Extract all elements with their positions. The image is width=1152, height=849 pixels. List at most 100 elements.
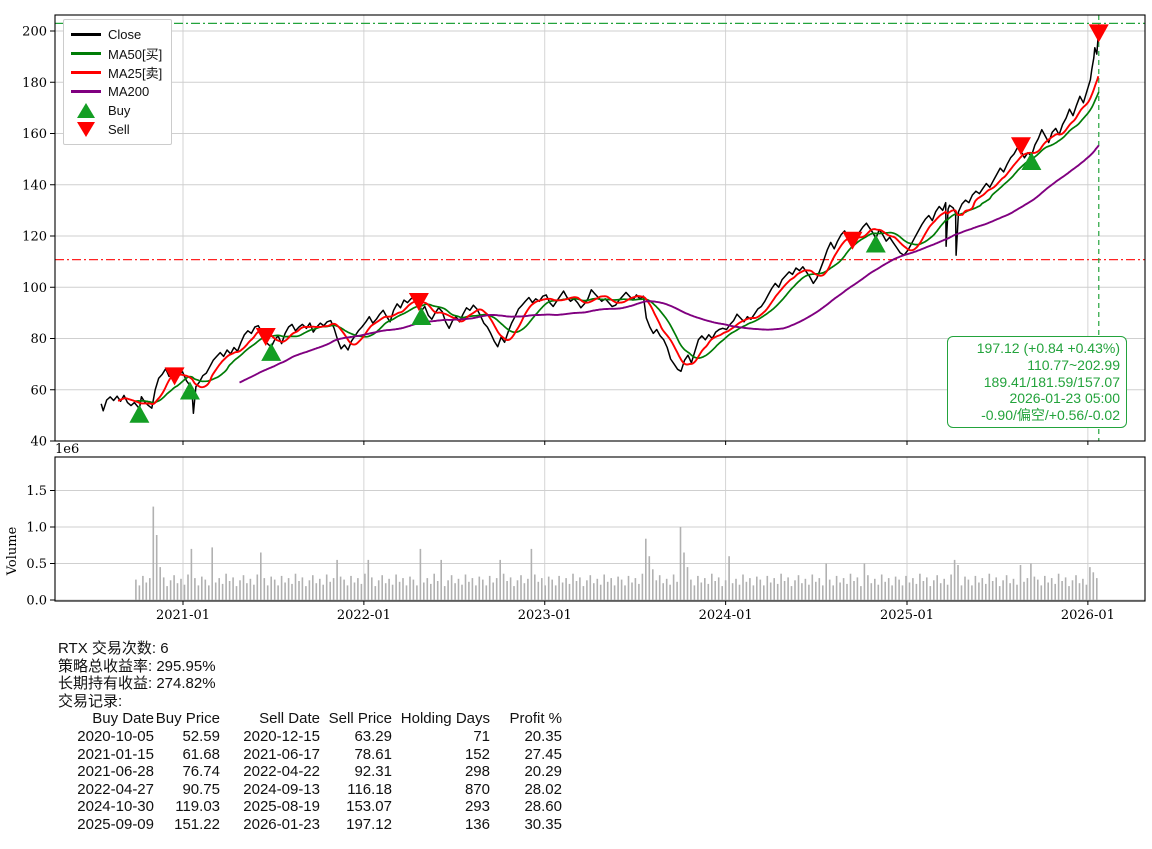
sell-triangle-icon <box>71 122 101 137</box>
volume-panel-border <box>54 456 1146 602</box>
volume-bar <box>412 579 415 600</box>
volume-bar <box>776 583 779 600</box>
volume-bar <box>509 577 512 600</box>
volume-bar <box>478 576 481 600</box>
trade-cell: 116.18 <box>347 780 392 798</box>
volume-bar <box>214 582 217 600</box>
volume-bar <box>582 586 585 600</box>
volume-bar <box>339 576 342 600</box>
y-tick-label: 200 <box>22 25 47 40</box>
volume-bar <box>377 580 380 600</box>
col-sell-date: Sell Date <box>259 710 320 728</box>
trade-cell: 136 <box>464 815 490 833</box>
price-panel-border <box>54 14 1146 442</box>
volume-bar <box>794 580 796 600</box>
trade-row: 2021-01-15 61.68 2021-06-17 78.61 152 27.45 <box>58 746 562 764</box>
volume-bar <box>579 577 581 600</box>
volume-bar <box>599 584 602 600</box>
legend-item-ma200: MA200 <box>71 82 162 101</box>
volume-bar <box>239 580 241 600</box>
volume-bar <box>277 585 279 600</box>
col-sell-price: Sell Price <box>328 710 392 728</box>
volume-bar <box>1075 575 1077 600</box>
volume-bar <box>766 575 769 600</box>
volume-bar <box>516 580 519 600</box>
volume-bar <box>808 584 810 600</box>
volume-bar <box>738 584 741 600</box>
volume-bar <box>606 581 609 601</box>
trade-cell: 2021-01-15 <box>77 745 154 763</box>
volume-bar <box>658 575 661 600</box>
volume-bar <box>155 535 158 600</box>
buy-marker <box>411 306 432 325</box>
volume-bar <box>162 577 165 600</box>
volume-bar <box>936 575 938 600</box>
volume-bar <box>357 578 359 600</box>
trade-cell: 2022-04-22 <box>243 763 320 781</box>
trade-cell: 28.02 <box>524 780 562 798</box>
volume-tick-label: 1.0 <box>26 521 47 536</box>
volume-bar <box>291 583 293 600</box>
volume-bar <box>575 581 578 600</box>
volume-bar <box>717 577 720 600</box>
volume-bar <box>704 578 706 600</box>
volume-bar <box>943 578 945 600</box>
trade-cell: 298 <box>464 763 490 781</box>
volume-bar <box>260 552 262 600</box>
legend-label: MA200 <box>108 84 150 99</box>
trade-cell: 92.31 <box>354 763 392 781</box>
volume-bar <box>690 579 692 600</box>
buy-marker <box>179 381 200 400</box>
volume-tick-label: 1.5 <box>26 484 47 499</box>
volume-bar <box>551 579 553 600</box>
volume-bar <box>433 573 435 600</box>
volume-bar <box>1078 583 1081 600</box>
trade-cell: 2021-06-28 <box>77 763 154 781</box>
volume-bar <box>273 579 276 600</box>
volume-bar <box>176 583 179 600</box>
volume-bar <box>842 578 845 600</box>
volume-bar <box>953 559 956 600</box>
volume-bar <box>825 563 827 600</box>
volume-bar <box>523 583 526 600</box>
volume-bar <box>235 586 238 600</box>
volume-bar <box>749 578 751 600</box>
axes: 40 60 80 100 120 140 160 180 200 0.0 0.5 1.0 1.5 2021… <box>5 14 1146 623</box>
legend-label: Buy <box>108 103 131 118</box>
volume-bar <box>856 577 859 600</box>
volume-bar <box>266 585 269 600</box>
volume-bar <box>502 573 505 600</box>
volume-bar <box>1089 567 1091 600</box>
volume-bar <box>1082 578 1084 600</box>
volume-bar <box>957 565 959 600</box>
buy-marker <box>865 234 886 253</box>
trade-row: 2020-10-05 52.59 2020-12-15 63.29 71 20.35 <box>58 728 562 746</box>
ma200-line <box>239 144 1100 384</box>
volume-bar <box>735 578 737 600</box>
volume-bar <box>822 585 824 600</box>
volume-bar <box>707 583 710 600</box>
volume-bar <box>742 574 744 600</box>
volume-bar <box>638 583 640 600</box>
volume-bar <box>468 581 470 601</box>
trade-count-line: RTX 交易次数: 6 <box>58 640 169 657</box>
volume-bar <box>426 578 429 600</box>
volume-bar <box>641 573 644 600</box>
volume-bar <box>270 576 272 600</box>
volume-bar <box>312 575 314 600</box>
volume-bar <box>572 573 574 600</box>
volume-bar <box>693 585 696 600</box>
trade-cell: 2021-06-17 <box>243 745 320 763</box>
volume-bar <box>787 577 789 600</box>
volume-bar <box>683 552 685 600</box>
col-profit: Profit % <box>509 710 562 728</box>
volume-bar <box>374 586 377 600</box>
col-buy-price: Buy Price <box>155 710 220 728</box>
volume-bar <box>388 578 390 600</box>
volume-bar <box>745 581 748 601</box>
volume-bar <box>839 582 841 600</box>
volume-bar <box>142 575 144 600</box>
volume-bar <box>443 586 446 600</box>
strategy-stats: RTX 交易次数: 6 策略总收益率: 295.95% 长期持有收益: 274.… <box>58 640 1152 710</box>
trade-cell: 2024-09-13 <box>243 780 320 798</box>
